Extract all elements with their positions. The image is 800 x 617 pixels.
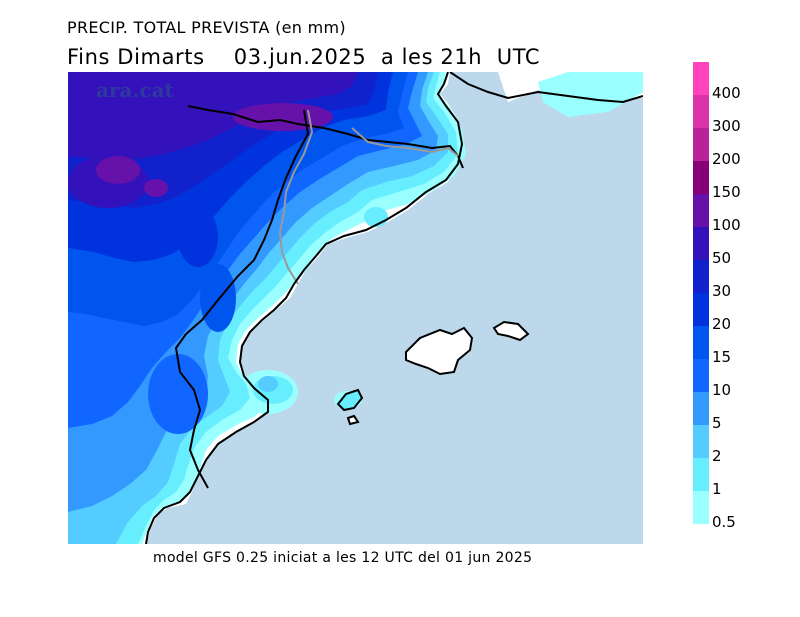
precip-50 bbox=[68, 72, 358, 160]
map-subtitle: Fins Dimarts 03.jun.2025 a les 21h UTC bbox=[67, 45, 541, 69]
legend-swatch bbox=[693, 359, 709, 392]
legend-swatch bbox=[693, 458, 709, 491]
coastline bbox=[145, 72, 464, 544]
legend-swatch bbox=[693, 227, 709, 260]
legend-label: 15 bbox=[712, 348, 732, 366]
legend-label: 0.5 bbox=[712, 513, 736, 531]
legend-label: 10 bbox=[712, 381, 732, 399]
legend-swatch bbox=[693, 260, 709, 293]
border-catalonia-north bbox=[351, 127, 459, 157]
legend-swatch bbox=[693, 62, 709, 95]
legend-label: 400 bbox=[712, 84, 741, 102]
legend-label: 5 bbox=[712, 414, 722, 432]
legend-swatch bbox=[693, 95, 709, 128]
legend-label: 20 bbox=[712, 315, 732, 333]
legend-swatch bbox=[693, 161, 709, 194]
precip-100-patch bbox=[144, 179, 168, 197]
precip-100-patch bbox=[96, 156, 140, 184]
legend-label: 150 bbox=[712, 183, 741, 201]
border-catalonia bbox=[278, 109, 314, 285]
legend-label: 30 bbox=[712, 282, 732, 300]
legend-swatch bbox=[693, 128, 709, 161]
legend-label: 2 bbox=[712, 447, 722, 465]
legend-swatch bbox=[693, 293, 709, 326]
precip-2-patch bbox=[258, 376, 278, 392]
map-canvas bbox=[68, 72, 643, 544]
legend-swatch bbox=[693, 326, 709, 359]
precip-20-patch bbox=[178, 207, 218, 267]
border-regions bbox=[174, 109, 310, 489]
legend-swatch bbox=[693, 194, 709, 227]
legend-label: 1 bbox=[712, 480, 722, 498]
legend-swatch bbox=[693, 392, 709, 425]
precip-0.5-patch bbox=[538, 72, 643, 117]
island-ibiza bbox=[336, 388, 364, 412]
legend bbox=[693, 62, 709, 524]
legend-label: 100 bbox=[712, 216, 741, 234]
legend-label: 200 bbox=[712, 150, 741, 168]
coastline-france bbox=[449, 72, 643, 104]
legend-label: 300 bbox=[712, 117, 741, 135]
border-france bbox=[187, 105, 464, 169]
legend-label: 50 bbox=[712, 249, 732, 267]
island-menorca bbox=[492, 320, 530, 342]
legend-swatch bbox=[693, 491, 709, 524]
map-title: PRECIP. TOTAL PREVISTA (en mm) bbox=[67, 18, 346, 37]
precipitation-map: ara.cat bbox=[68, 72, 643, 544]
model-footer: model GFS 0.25 iniciat a les 12 UTC del … bbox=[153, 550, 533, 566]
island-mallorca bbox=[405, 326, 474, 376]
watermark-logo: ara.cat bbox=[96, 78, 174, 102]
precip-10-patch bbox=[148, 354, 208, 434]
island-formentera bbox=[346, 414, 360, 426]
legend-swatch bbox=[693, 425, 709, 458]
precip-15-patch bbox=[200, 264, 236, 332]
